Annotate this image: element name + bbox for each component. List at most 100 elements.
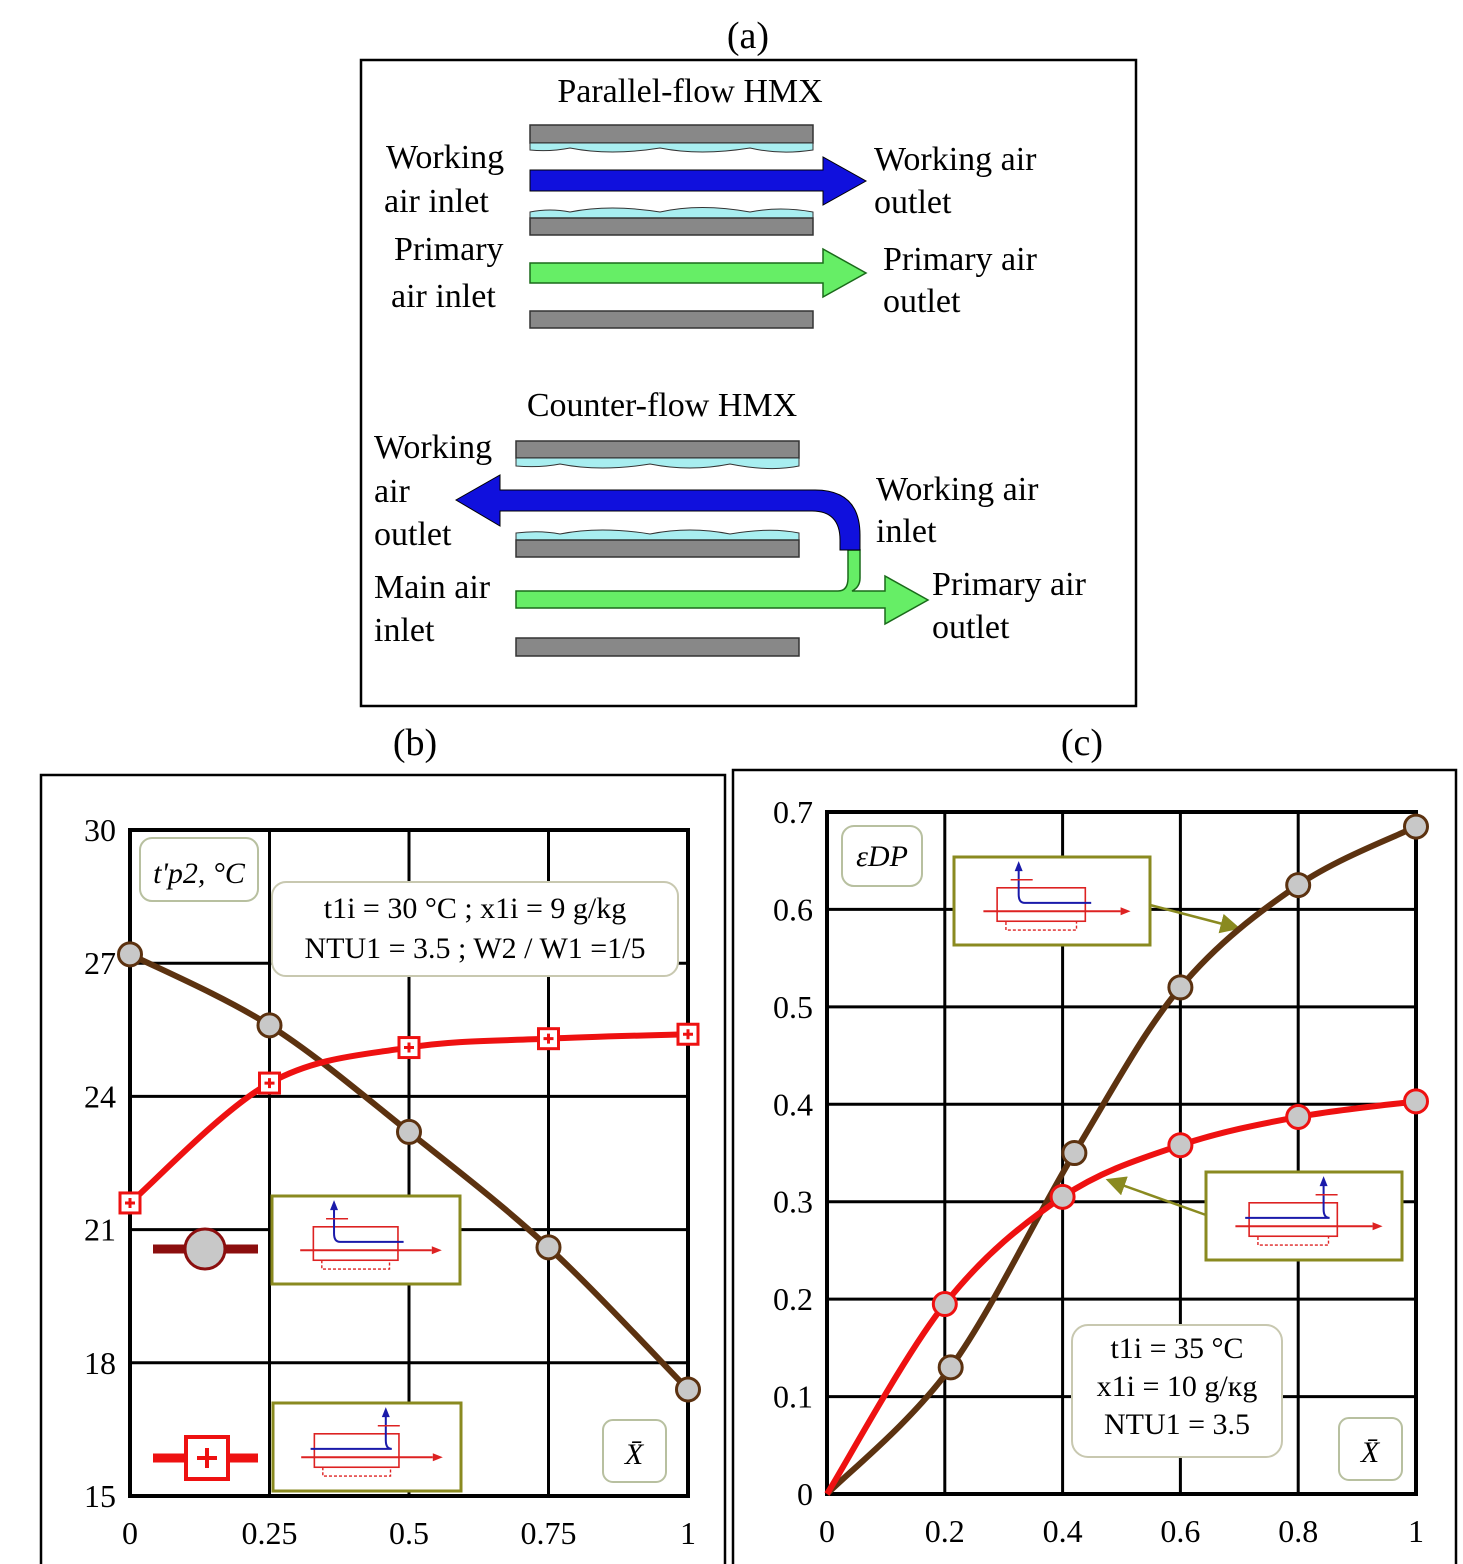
plus-icon <box>543 1033 554 1044</box>
x-label-box <box>1338 1417 1403 1481</box>
y-tick-label: 21 <box>84 1212 116 1248</box>
counter-title: Counter-flow HMX <box>527 387 797 424</box>
y-tick-label: 24 <box>84 1078 116 1114</box>
hmx-schematic-icon <box>270 1194 462 1286</box>
y-tick-label: 0.1 <box>773 1379 813 1415</box>
y-axis-label: t'p2, °C <box>153 857 246 890</box>
parallel-primary-arrow <box>529 247 868 299</box>
data-point-marker <box>1167 1132 1194 1159</box>
x-tick-label: 0.6 <box>1160 1513 1200 1549</box>
y-label-box <box>139 837 259 902</box>
x-tick-label: 0 <box>122 1515 138 1551</box>
counter-main-in-2: inlet <box>374 612 435 649</box>
counter-working-in-1: Working air <box>876 471 1039 508</box>
y-tick-label: 30 <box>84 812 116 848</box>
plus-icon <box>197 1448 217 1468</box>
plot-area-frame <box>825 810 1418 1496</box>
plot-area-frame <box>128 828 690 1498</box>
parallel-title: Parallel-flow HMX <box>557 73 822 110</box>
panel-b-label: (b) <box>393 722 437 764</box>
x-tick-label: 0 <box>819 1513 835 1549</box>
y-tick-label: 0.3 <box>773 1184 813 1220</box>
hmx-schematic-icon <box>952 855 1152 947</box>
data-point-marker <box>1061 1140 1088 1166</box>
x-tick-label: 0.8 <box>1278 1513 1318 1549</box>
y-tick-label: 0 <box>797 1476 813 1512</box>
conditions-line-1: t1i = 30 °C ; x1i = 9 g/kg <box>324 892 627 925</box>
x-tick-label: 0.5 <box>389 1515 429 1551</box>
x-label-box <box>602 1419 667 1483</box>
parallel-primary-in-1: Primary <box>394 231 504 268</box>
plus-icon <box>404 1042 414 1053</box>
parallel-primary-out-1: Primary air <box>883 241 1038 278</box>
pointer-arrow <box>1105 1176 1207 1217</box>
x-axis-label: X̄ <box>624 1438 645 1471</box>
counter-primary-arrow <box>515 549 930 626</box>
chart-c: 0 0.2 0.4 0.6 0.8 1 0 0.1 0.2 0.3 0.4 0.5 0.6 0.7 εDP t… <box>773 794 1429 1549</box>
data-point-marker <box>931 1291 958 1318</box>
counter-working-in-2: inlet <box>876 513 937 550</box>
data-point-marker <box>1285 1103 1312 1130</box>
y-tick-label: 0.6 <box>773 891 813 927</box>
y-label-box <box>841 825 923 887</box>
chart-b: 0 0.25 0.5 0.75 1 15 18 21 24 27 30 t'p2, °C t1i = 3… <box>84 812 701 1551</box>
y-tick-label: 0.5 <box>773 989 813 1025</box>
parallel-working-in-2: air inlet <box>384 183 489 220</box>
parallel-working-arrow <box>529 156 868 206</box>
panel-a-label: (a) <box>727 15 769 57</box>
conditions-line-2: x1i = 10 g/кg <box>1097 1370 1258 1403</box>
y-tick-label: 27 <box>84 945 116 981</box>
data-point-marker <box>1285 872 1312 899</box>
counter-working-arrow <box>455 474 861 551</box>
plus-icon <box>683 1029 693 1040</box>
plus-icon <box>125 1197 135 1208</box>
y-tick-label: 0.4 <box>773 1086 813 1122</box>
parallel-working-in-1: Working <box>386 139 504 176</box>
parallel-working-out-1: Working air <box>874 141 1037 178</box>
x-axis-label: X̄ <box>1360 1436 1381 1469</box>
conditions-box <box>271 881 679 977</box>
data-point-marker <box>117 941 143 968</box>
counter-main-in-1: Main air <box>374 569 491 606</box>
data-point-marker <box>1049 1183 1076 1210</box>
hmx-schematic-icon <box>1204 1170 1404 1262</box>
hmx-schematic-icon <box>271 1401 463 1493</box>
data-point-marker <box>937 1354 964 1381</box>
data-point-marker <box>675 1376 701 1403</box>
parallel-working-out-2: outlet <box>874 184 952 221</box>
counter-working-out-2: air <box>374 473 411 510</box>
data-point-marker <box>1167 974 1194 1001</box>
x-tick-label: 0.75 <box>521 1515 577 1551</box>
panel-c-label: (c) <box>1061 722 1103 764</box>
x-tick-label: 1 <box>680 1515 696 1551</box>
conditions-line-3: NTU1 = 3.5 <box>1104 1408 1250 1441</box>
conditions-box <box>1071 1324 1283 1458</box>
counter-primary-out-1: Primary air <box>932 566 1087 603</box>
x-tick-label: 1 <box>1408 1513 1424 1549</box>
counter-working-out-3: outlet <box>374 516 452 553</box>
conditions-line-2: NTU1 = 3.5 ; W2 / W1 =1/5 <box>304 932 645 965</box>
parallel-primary-out-2: outlet <box>883 283 961 320</box>
y-axis-label: εDP <box>856 840 908 873</box>
counter-primary-out-2: outlet <box>932 609 1010 646</box>
data-point-marker <box>256 1012 283 1039</box>
data-point-marker <box>396 1118 422 1145</box>
y-tick-label: 0.7 <box>773 794 813 830</box>
x-tick-label: 0.25 <box>242 1515 298 1551</box>
x-tick-label: 0.2 <box>925 1513 965 1549</box>
plus-icon <box>264 1078 275 1089</box>
y-tick-label: 0.2 <box>773 1281 813 1317</box>
pointer-arrow <box>1149 903 1241 934</box>
data-point-marker <box>535 1234 562 1261</box>
legend-circle-marker <box>183 1227 227 1271</box>
x-tick-label: 0.4 <box>1043 1513 1083 1549</box>
conditions-line-1: t1i = 35 °C <box>1110 1332 1243 1365</box>
y-tick-label: 18 <box>84 1345 116 1381</box>
counter-plates <box>515 440 800 657</box>
parallel-primary-in-2: air inlet <box>391 278 496 315</box>
data-point-marker <box>1403 813 1429 840</box>
counter-working-out-1: Working <box>374 429 492 466</box>
data-point-marker <box>1403 1088 1429 1115</box>
y-tick-label: 15 <box>84 1478 116 1514</box>
